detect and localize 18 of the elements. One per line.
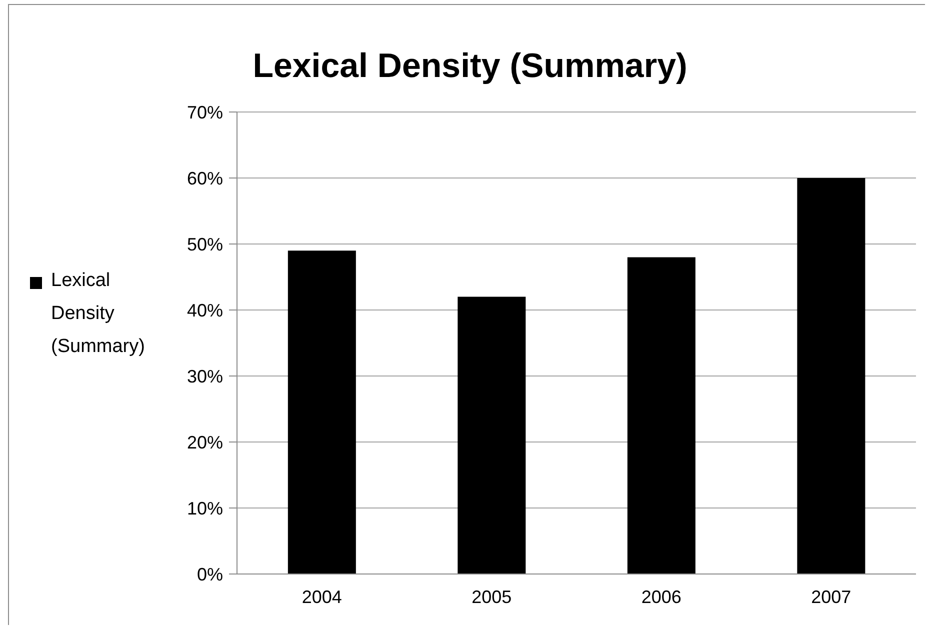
y-tick-label: 50% [186,234,223,254]
chart-title: Lexical Density (Summary) [252,46,688,86]
x-tick-label: 2007 [811,586,852,607]
y-tick-label: 10% [186,498,223,518]
y-tick-label: 20% [186,432,223,452]
y-tick-label: 30% [186,366,223,386]
y-tick-label: 40% [186,300,223,320]
x-tick-label: 2004 [302,586,342,607]
y-tick-label: 60% [186,168,223,188]
bar [288,250,356,574]
bar [458,296,526,574]
legend-label: Lexical Density (Summary) [51,269,146,359]
bar [797,178,866,574]
y-tick-label: 0% [196,564,223,584]
y-tick-label: 70% [186,102,223,122]
x-tick-label: 2005 [472,586,512,607]
bar [627,257,696,574]
x-tick-label: 2006 [641,586,682,607]
